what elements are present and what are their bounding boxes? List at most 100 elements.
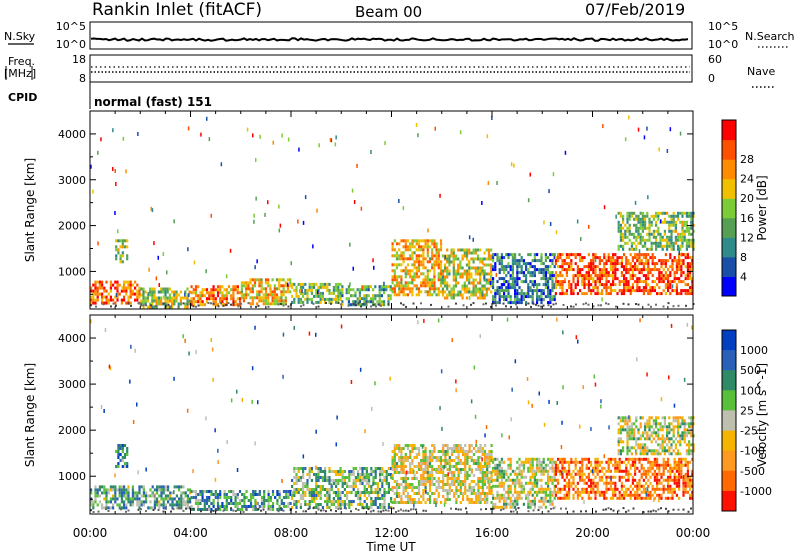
echo-cell xyxy=(553,274,556,278)
echo-cell xyxy=(372,503,375,506)
echo-cell xyxy=(197,502,200,505)
echo-cell xyxy=(587,484,590,488)
echo-cell xyxy=(647,259,650,263)
echo-cell xyxy=(468,287,471,291)
echo-cell xyxy=(576,265,579,269)
echo-cell xyxy=(594,490,597,494)
echo-cell xyxy=(376,491,379,494)
echo-cell xyxy=(127,491,130,495)
echo-cell xyxy=(409,462,412,465)
echo-cell xyxy=(276,502,279,505)
echo-cell xyxy=(354,300,357,304)
echo-cell xyxy=(328,479,331,482)
echo-cell xyxy=(120,289,123,293)
echo-cell xyxy=(134,494,137,498)
echo-cell xyxy=(529,469,532,473)
echo-cell xyxy=(490,444,493,447)
echo-cell xyxy=(313,500,316,503)
echo-cell xyxy=(671,466,674,470)
echo-cell xyxy=(126,254,129,258)
echo-cell xyxy=(633,247,636,251)
echo-cell xyxy=(114,500,117,504)
echo-cell xyxy=(529,475,532,479)
echo-cell xyxy=(404,459,407,462)
echo-cell xyxy=(271,505,275,508)
echo-cell xyxy=(365,473,368,476)
echo-cell xyxy=(527,490,530,494)
echo-cell xyxy=(594,493,597,497)
echo-cell xyxy=(542,487,545,491)
echo-cell xyxy=(651,262,654,266)
echo-cell xyxy=(121,447,124,450)
echo-cell xyxy=(623,268,626,272)
echo-cell xyxy=(282,287,285,291)
echo-cell xyxy=(444,456,447,459)
echo-cell xyxy=(330,291,333,295)
echo-cell xyxy=(448,462,451,465)
echo-cell xyxy=(453,492,456,495)
echo-cell xyxy=(120,485,123,489)
echo-cell xyxy=(470,281,473,285)
echo-cell xyxy=(492,280,495,284)
echo-cell xyxy=(402,260,405,264)
echo-cell xyxy=(603,271,606,275)
echo-cell xyxy=(614,460,617,464)
echo-cell xyxy=(428,459,432,462)
echo-cell xyxy=(356,303,359,307)
echo-cell xyxy=(459,486,462,489)
echo-cell xyxy=(667,478,670,482)
echo-cell xyxy=(516,259,519,263)
echo-cell xyxy=(509,265,512,269)
echo-cell xyxy=(507,271,510,275)
echo-cell xyxy=(109,298,112,302)
echo-cell xyxy=(459,293,462,297)
echo-cell xyxy=(498,298,501,302)
echo-cell xyxy=(623,274,626,278)
echo-cell xyxy=(253,284,257,288)
echo-cell xyxy=(583,277,586,281)
nsky-tick-top: 10^5 xyxy=(56,20,86,33)
echo-cell xyxy=(453,474,456,477)
echo-cell xyxy=(594,460,597,464)
echo-cell xyxy=(553,505,556,509)
echo-cell xyxy=(592,262,595,266)
echo-cell xyxy=(448,269,451,273)
echo-cell xyxy=(415,269,418,273)
echo-cell xyxy=(182,500,185,504)
echo-cell xyxy=(258,290,261,294)
echo-cell xyxy=(691,262,694,266)
echo-cell xyxy=(101,301,104,305)
echo-cell xyxy=(337,506,340,509)
echo-cell xyxy=(609,478,612,482)
sparse-echo xyxy=(254,265,256,270)
echo-cell xyxy=(498,460,501,464)
echo-cell xyxy=(363,494,366,497)
echo-cell xyxy=(514,502,517,506)
echo-cell xyxy=(317,473,320,476)
echo-cell xyxy=(629,274,632,278)
echo-cell xyxy=(664,286,667,290)
echo-cell xyxy=(249,278,252,282)
echo-cell xyxy=(317,467,320,470)
echo-cell xyxy=(101,283,104,287)
echo-cell xyxy=(289,281,292,285)
echo-cell xyxy=(415,486,418,489)
echo-cell xyxy=(112,485,115,489)
echo-cell xyxy=(140,302,143,306)
echo-cell xyxy=(337,470,340,473)
echo-cell xyxy=(339,282,342,286)
echo-cell xyxy=(630,247,633,251)
echo-cell xyxy=(153,488,156,492)
echo-cell xyxy=(549,499,552,503)
ground-scatter xyxy=(347,304,350,307)
echo-cell xyxy=(592,253,595,257)
echo-cell xyxy=(297,470,300,473)
echo-cell xyxy=(352,479,355,482)
echo-cell xyxy=(149,293,152,297)
echo-cell xyxy=(487,278,491,282)
echo-cell xyxy=(645,283,648,287)
echo-cell xyxy=(620,496,623,500)
echo-cell xyxy=(634,466,637,470)
echo-cell xyxy=(370,470,373,473)
echo-cell xyxy=(359,467,362,470)
